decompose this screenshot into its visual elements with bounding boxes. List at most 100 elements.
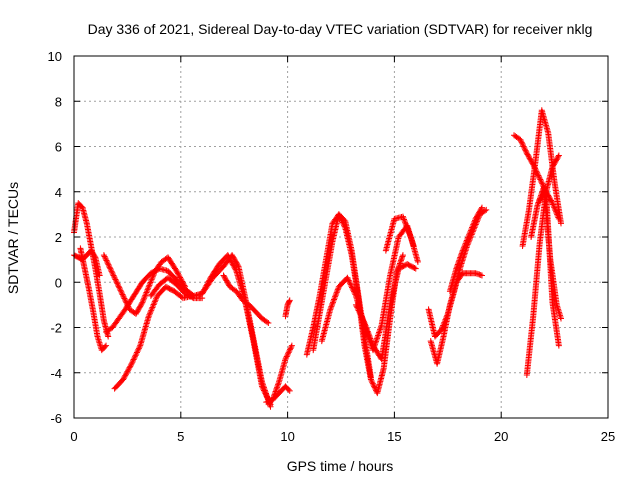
data-point [376, 328, 383, 335]
data-point [288, 342, 295, 349]
data-point [375, 332, 382, 339]
data-point [132, 310, 139, 317]
data-point [400, 215, 407, 222]
data-point [122, 296, 129, 303]
data-point [352, 301, 359, 308]
data-point [177, 274, 184, 281]
data-point [261, 386, 268, 393]
data-point [368, 338, 375, 345]
data-point [135, 345, 142, 352]
series-arc-24 [536, 188, 562, 349]
data-point [104, 258, 111, 265]
data-point [466, 230, 473, 237]
data-point [120, 376, 127, 383]
data-point [234, 262, 241, 269]
x-tick-label: 10 [280, 429, 294, 444]
data-point [114, 280, 121, 287]
data-point [151, 269, 158, 276]
data-point [136, 343, 143, 350]
data-point [117, 287, 124, 294]
series-arc-3 [77, 245, 110, 354]
data-point [367, 335, 374, 342]
y-tick-label: 2 [55, 230, 62, 245]
data-point [225, 281, 232, 288]
data-point [128, 360, 135, 367]
data-point [123, 299, 130, 306]
data-point [404, 226, 411, 233]
data-point [110, 272, 117, 279]
data-point [350, 287, 357, 294]
data-point [471, 217, 478, 224]
data-point [109, 269, 116, 276]
data-point [116, 286, 123, 293]
data-point [122, 371, 129, 378]
data-point [366, 334, 373, 341]
x-tick-label: 5 [177, 429, 184, 444]
data-point [232, 258, 239, 265]
data-point [470, 221, 477, 228]
data-point [288, 343, 295, 350]
x-tick-label: 25 [601, 429, 615, 444]
data-point [470, 220, 477, 227]
data-point [462, 240, 469, 247]
data-point [356, 308, 363, 315]
data-point [405, 229, 412, 236]
x-tick-label: 0 [70, 429, 77, 444]
data-point [330, 297, 337, 304]
data-point [371, 383, 378, 390]
data-point [129, 359, 136, 366]
data-point [179, 279, 186, 286]
data-point [126, 364, 133, 371]
data-point [329, 300, 336, 307]
data-point [334, 288, 341, 295]
data-point [467, 228, 474, 235]
data-point [520, 143, 527, 150]
data-point [176, 273, 183, 280]
data-point [180, 281, 187, 288]
data-point [552, 158, 559, 165]
data-point [407, 233, 414, 240]
data-point [474, 212, 481, 219]
data-point [464, 234, 471, 241]
series-arc-1 [71, 200, 112, 340]
data-point [133, 350, 140, 357]
data-point [365, 329, 372, 336]
data-point [478, 272, 485, 279]
data-point [555, 152, 562, 159]
data-point [123, 300, 130, 307]
data-point [284, 352, 291, 359]
y-tick-label: -6 [50, 411, 62, 426]
data-point [282, 356, 289, 363]
data-point [145, 283, 152, 290]
data-point [287, 345, 294, 352]
data-point [344, 274, 351, 281]
data-point [526, 155, 533, 162]
series-arc-5 [100, 252, 189, 317]
data-point [103, 342, 110, 349]
data-point [120, 294, 127, 301]
series-arc-7 [147, 274, 206, 302]
data-point [483, 206, 490, 213]
data-point [174, 269, 181, 276]
data-point [124, 302, 131, 309]
data-point [461, 243, 468, 250]
data-point [135, 307, 142, 314]
data-point [234, 260, 241, 267]
data-point [122, 298, 129, 305]
data-point [473, 214, 480, 221]
ticks: 0 5 10 15 20 25 -6 -4 -2 0 2 4 6 8 10 [48, 49, 616, 444]
data-point [120, 375, 127, 382]
data-point [369, 380, 376, 387]
data-point [375, 331, 382, 338]
data-point [150, 303, 157, 310]
data-point [519, 142, 526, 149]
data-point [377, 325, 384, 332]
data-point [376, 329, 383, 336]
data-point [147, 279, 154, 286]
data-point [137, 302, 144, 309]
data-point [181, 282, 188, 289]
data-point [405, 227, 412, 234]
data-point [149, 275, 156, 282]
data-point [558, 220, 565, 227]
chart-title: Day 336 of 2021, Sidereal Day-to-day VTE… [88, 21, 593, 37]
